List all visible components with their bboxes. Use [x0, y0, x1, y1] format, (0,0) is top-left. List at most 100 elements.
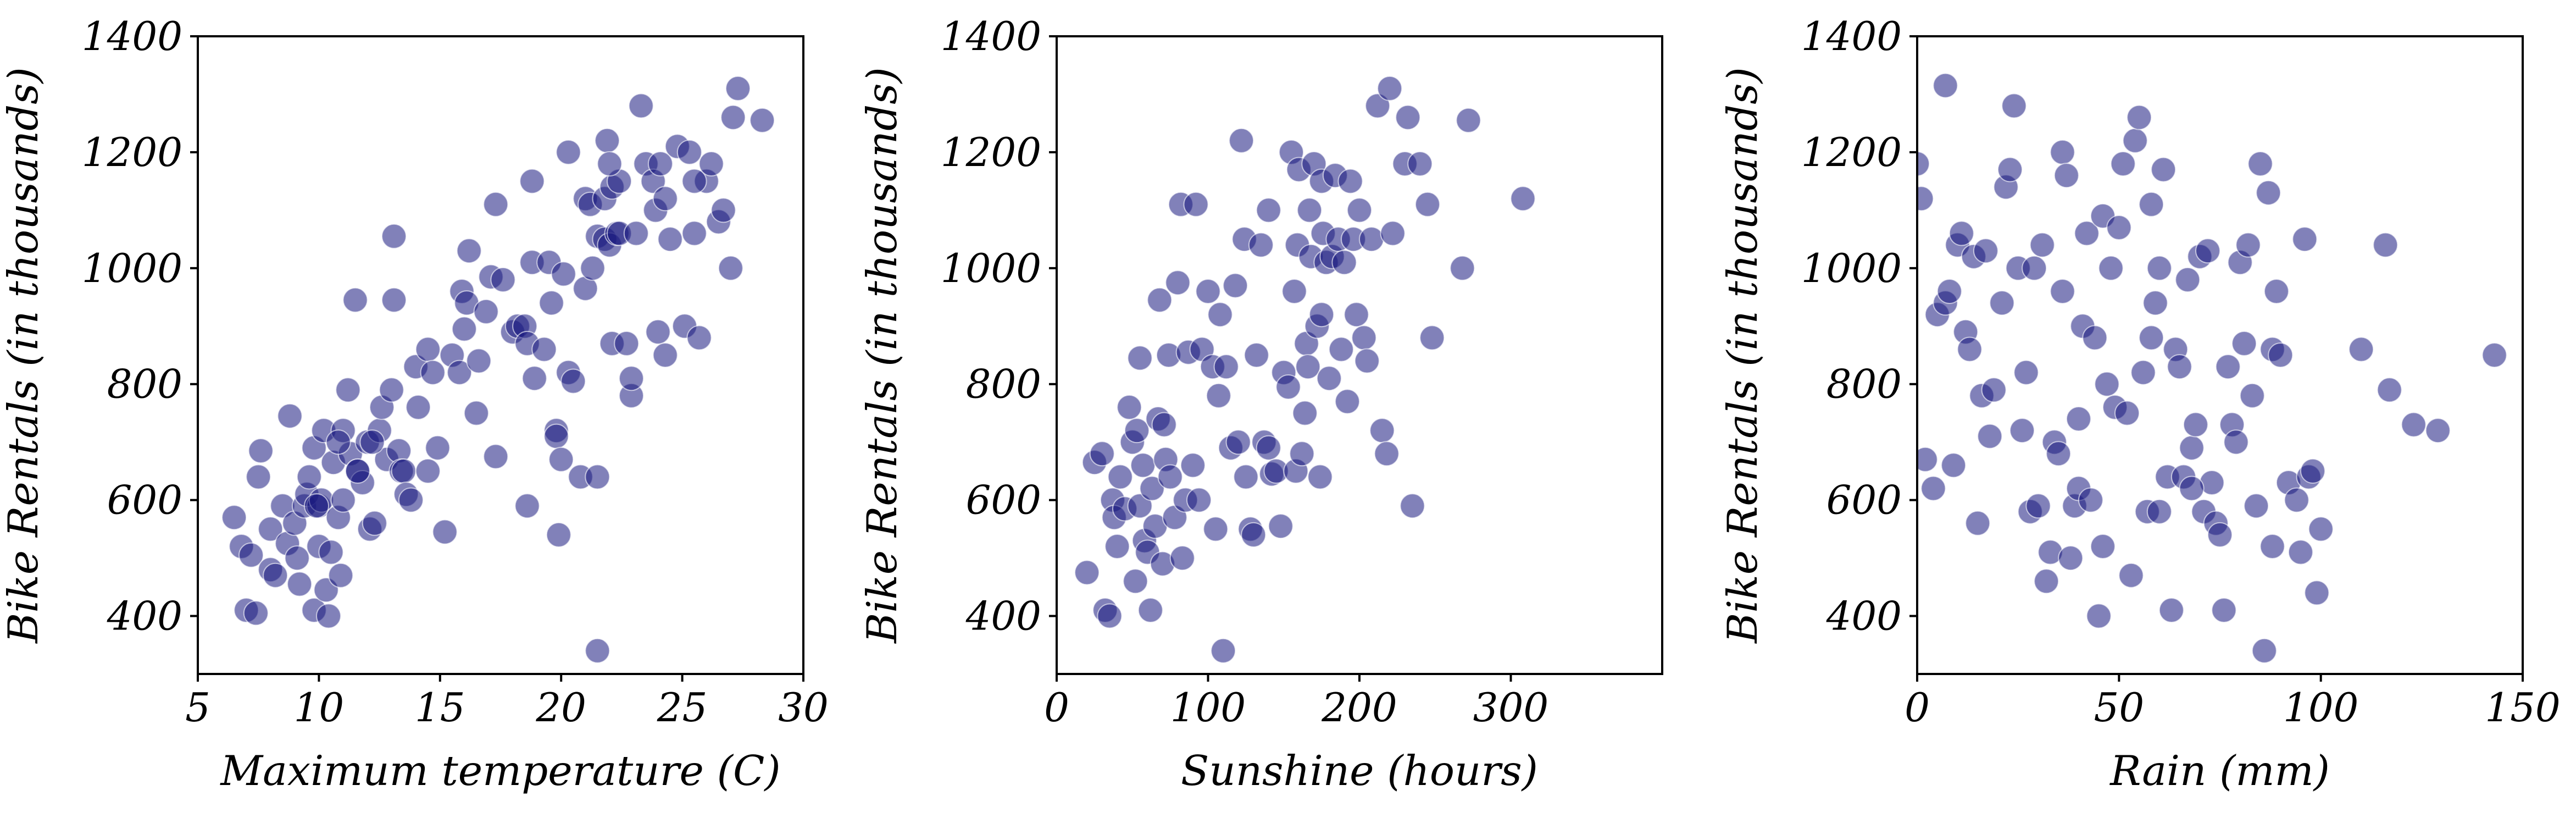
data-point	[2239, 383, 2265, 408]
x-tick-label: 50	[2094, 684, 2145, 731]
chart-panel-rain: 0 50 100 150 400 600 800 1000 1200 1400 Rain (mm) B…	[1718, 13, 2561, 795]
data-point	[277, 403, 303, 429]
axes-frame	[1916, 35, 2524, 675]
data-point	[657, 226, 683, 252]
data-point	[1289, 441, 1315, 467]
data-point	[2050, 139, 2075, 165]
x-tick-label: 150	[2485, 684, 2560, 731]
y-axis-title: Bike Rentals (in thousands)	[1718, 67, 1767, 644]
data-point	[2259, 534, 2285, 559]
x-tick-label: 100	[1170, 684, 1246, 731]
x-tick-label: 200	[1321, 684, 1397, 731]
data-point	[2256, 180, 2281, 206]
y-tick-label: 1000	[82, 245, 182, 291]
data-point	[359, 429, 385, 455]
data-point	[2022, 255, 2047, 281]
data-point	[614, 330, 640, 356]
data-point	[263, 562, 288, 588]
data-point	[2183, 412, 2208, 438]
data-point	[2146, 255, 2172, 281]
data-point	[328, 562, 354, 588]
data-point	[710, 197, 736, 223]
data-point	[335, 377, 361, 403]
data-point	[1123, 568, 1148, 594]
data-point	[248, 438, 274, 463]
data-point	[1374, 441, 1400, 467]
data-point	[1343, 302, 1369, 328]
data-point	[1151, 412, 1177, 438]
data-point	[246, 464, 271, 490]
data-point	[2247, 151, 2273, 176]
data-point	[2215, 354, 2241, 380]
data-point	[381, 287, 407, 313]
data-point	[2300, 458, 2325, 484]
data-point	[2034, 568, 2059, 594]
data-point	[2481, 342, 2507, 368]
data-point	[1292, 400, 1318, 426]
data-point	[1127, 345, 1153, 371]
y-tick-label: 600	[966, 477, 1041, 523]
data-point	[284, 545, 310, 571]
chart-panel-temperature: 5 10 15 20 25 30 400 600 800 1000 1200 1400 Maximum …	[0, 13, 829, 795]
data-point	[466, 348, 492, 374]
data-point	[483, 444, 509, 469]
data-point	[1977, 423, 2003, 449]
data-point	[1920, 476, 1946, 501]
data-point	[750, 107, 775, 133]
data-point	[2251, 638, 2277, 664]
data-point	[698, 151, 724, 176]
x-tick-label: 25	[657, 684, 708, 731]
data-point	[1107, 464, 1133, 490]
chart-panel-sunshine: 0 100 200 300 400 600 800 1000 1200 1400 Sunshine …	[858, 13, 1663, 795]
data-point	[2244, 493, 2269, 519]
data-point	[2013, 360, 2039, 385]
data-point	[221, 505, 247, 530]
data-point	[1206, 383, 1231, 408]
data-point	[681, 220, 707, 246]
data-point	[1989, 290, 2015, 316]
data-point	[345, 458, 370, 484]
data-point	[1948, 220, 1974, 246]
data-point	[2211, 598, 2237, 623]
data-point	[420, 360, 446, 385]
data-point	[521, 366, 547, 391]
data-point	[1933, 73, 1958, 98]
data-point	[2025, 493, 2051, 519]
data-point	[2110, 151, 2136, 176]
data-point	[1186, 487, 1212, 513]
data-point	[2207, 522, 2233, 548]
data-point	[2263, 279, 2289, 304]
data-point	[2308, 516, 2334, 542]
data-point	[2284, 487, 2309, 513]
data-point	[1400, 493, 1425, 519]
data-point	[362, 510, 387, 536]
data-point	[556, 139, 581, 165]
data-point	[652, 186, 678, 212]
x-axis-title: Maximum temperature (C)	[219, 747, 780, 795]
data-point	[2046, 441, 2072, 467]
data-point	[1407, 151, 1433, 176]
data-point	[2078, 487, 2103, 513]
data-point	[2098, 255, 2124, 281]
x-tick-label: 100	[2283, 684, 2358, 731]
data-point	[379, 377, 404, 403]
data-point	[1229, 128, 1254, 153]
data-point	[2235, 232, 2261, 258]
data-point	[318, 539, 344, 565]
data-point	[647, 151, 673, 176]
data-point	[415, 458, 441, 484]
data-point	[432, 519, 458, 545]
data-point	[1207, 302, 1233, 328]
data-point	[2304, 580, 2330, 606]
data-point	[1243, 342, 1269, 368]
x-tick-label: 20	[535, 684, 586, 731]
data-point	[1104, 534, 1130, 559]
data-point	[560, 368, 586, 394]
data-point	[381, 223, 407, 249]
data-point	[1157, 464, 1183, 490]
data-point	[1337, 168, 1363, 194]
data-point	[2377, 377, 2402, 403]
data-point	[2373, 232, 2399, 258]
data-point	[243, 600, 269, 626]
data-point	[2158, 598, 2184, 623]
